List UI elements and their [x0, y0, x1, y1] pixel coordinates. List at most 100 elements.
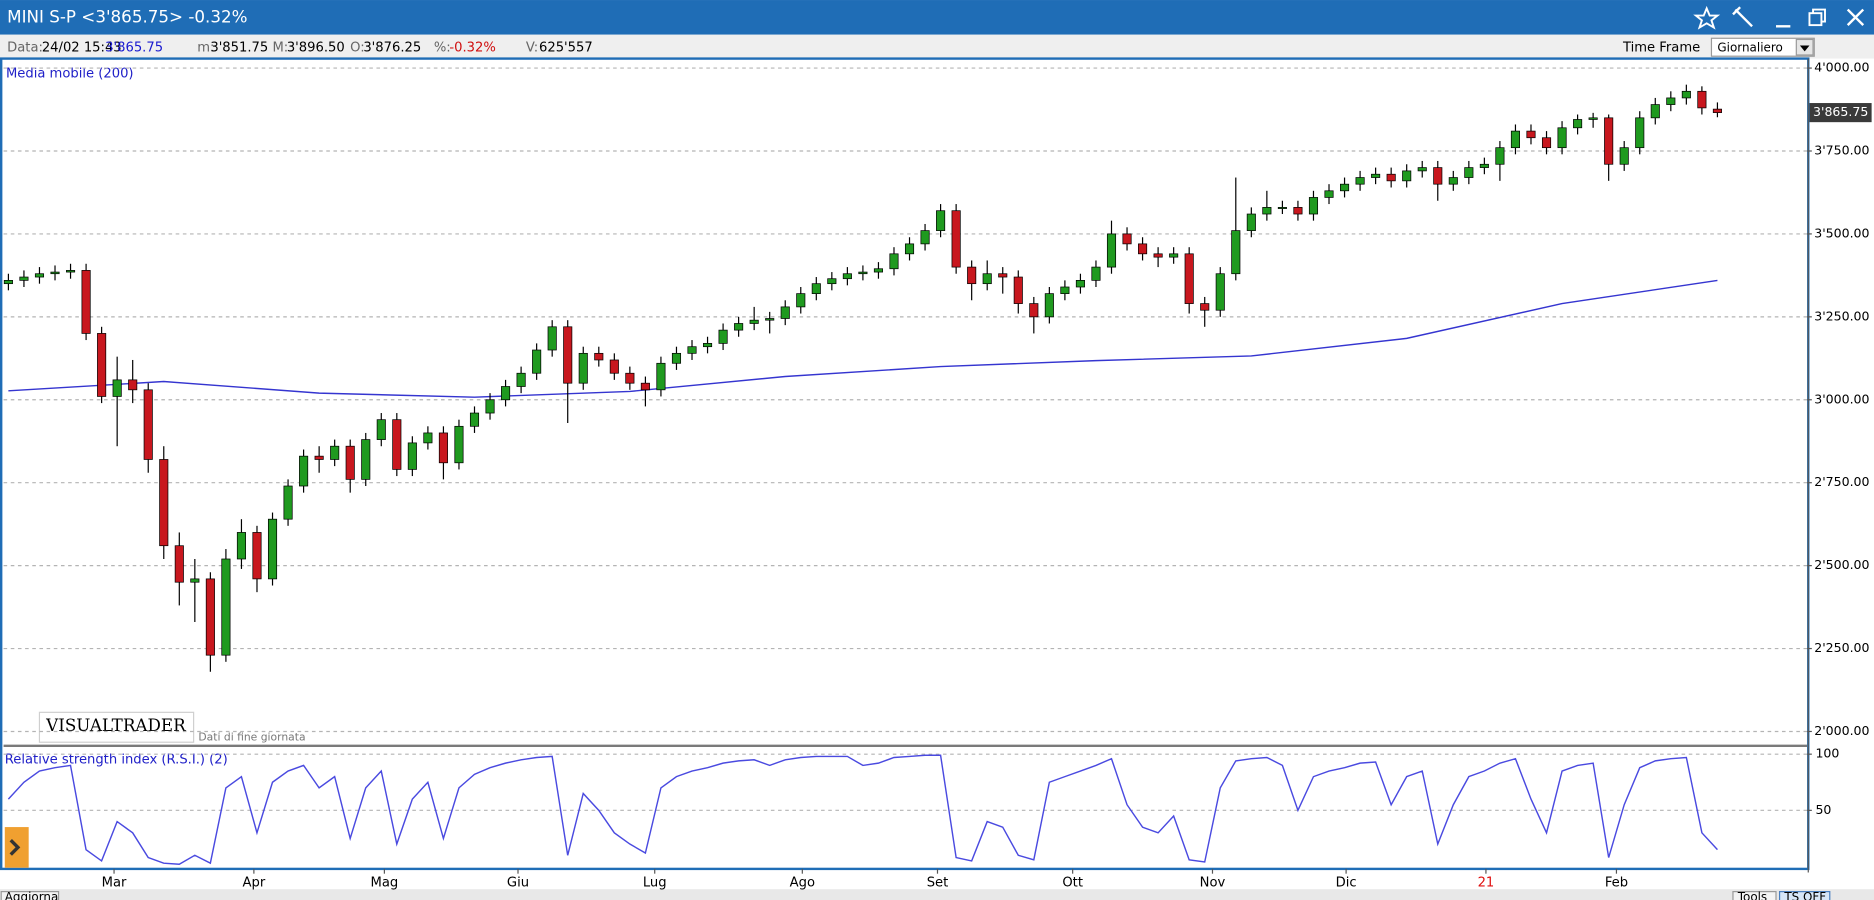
- restore-button[interactable]: [1808, 8, 1826, 27]
- rsi-line: [7, 754, 1718, 865]
- candle-body: [594, 352, 604, 361]
- y-tick-label: 3'750.00: [1814, 142, 1869, 157]
- candle-body: [1308, 197, 1319, 215]
- candle-body: [889, 253, 899, 270]
- candle-body: [765, 318, 775, 321]
- footer-bar: [0, 889, 1874, 900]
- candle-body: [1619, 147, 1629, 165]
- candle-body: [1029, 303, 1039, 318]
- candle-body: [454, 425, 464, 464]
- info-value: 625'557: [539, 40, 593, 55]
- candle-body: [252, 532, 262, 580]
- refresh-button[interactable]: [0, 891, 60, 900]
- candle-body: [749, 319, 759, 324]
- candle-body: [1557, 127, 1567, 149]
- rsi-tick-label: 100: [1815, 746, 1839, 761]
- candle-body: [1573, 119, 1583, 129]
- candle-body: [1091, 266, 1101, 281]
- candle-body: [982, 273, 992, 285]
- close-button[interactable]: [1846, 8, 1865, 26]
- candle-body: [1184, 253, 1194, 304]
- candle-body: [936, 210, 946, 231]
- candle-body: [392, 419, 402, 470]
- candle-body: [1433, 167, 1443, 185]
- tools-label: Tools: [1737, 890, 1767, 900]
- last-price-box: [1809, 103, 1872, 123]
- star-icon[interactable]: [1693, 5, 1721, 30]
- x-tick-label: Mag: [371, 876, 399, 891]
- candle-body: [967, 266, 977, 285]
- x-tick-label: Lug: [643, 876, 667, 891]
- candle-body: [143, 389, 153, 460]
- candle-body: [656, 362, 666, 391]
- candle-body: [19, 276, 29, 281]
- candle-body: [1402, 170, 1412, 182]
- candle-body: [66, 270, 76, 273]
- candle-body: [640, 382, 650, 391]
- candle-body: [236, 532, 246, 560]
- candle-body: [1106, 233, 1117, 268]
- candle-body: [221, 558, 231, 656]
- candle-body: [1122, 233, 1132, 245]
- candle-body: [50, 271, 60, 275]
- x-tick-label: 21: [1478, 876, 1495, 891]
- x-tick-label: Feb: [1605, 876, 1628, 891]
- candle-body: [1153, 253, 1163, 258]
- candle-body: [1495, 147, 1505, 165]
- candle-body: [951, 210, 961, 268]
- moving-average-line: [8, 279, 1718, 398]
- candle-body: [1386, 173, 1396, 182]
- candle-body: [1138, 243, 1148, 255]
- info-value: -0.32%: [449, 40, 495, 55]
- candle-body: [174, 545, 184, 583]
- candle-body: [1293, 207, 1303, 215]
- info-label: M:: [272, 40, 288, 55]
- candle-body: [625, 372, 635, 384]
- candle-body: [920, 230, 930, 245]
- y-tick-label: 3'000.00: [1814, 391, 1869, 406]
- candle-body: [1712, 108, 1722, 113]
- candle-body: [361, 439, 371, 480]
- candle-body: [1355, 177, 1365, 185]
- watermark-box: [38, 711, 195, 743]
- x-tick-label: Apr: [243, 876, 266, 891]
- candle-body: [1604, 117, 1614, 165]
- candle-body: [1324, 190, 1334, 198]
- candle-body: [1200, 303, 1210, 311]
- info-label: m:: [197, 40, 214, 55]
- candle-body: [1060, 286, 1070, 294]
- candle-body: [423, 432, 433, 444]
- candle-body: [532, 349, 542, 374]
- candle-body: [1044, 293, 1054, 318]
- ts-button[interactable]: [1778, 891, 1831, 900]
- candle-body: [267, 518, 278, 580]
- info-bar: [0, 34, 1874, 59]
- candle-body: [485, 399, 495, 414]
- candle-body: [827, 278, 837, 285]
- pin-icon[interactable]: [1732, 6, 1753, 28]
- candle-body: [858, 271, 868, 275]
- info-label: Data:: [7, 40, 43, 55]
- candle-body: [407, 442, 417, 470]
- candle-body: [1013, 276, 1023, 304]
- candle-body: [81, 270, 91, 334]
- tools-button[interactable]: [1732, 891, 1777, 900]
- candle-body: [842, 273, 852, 280]
- rsi-title: Relative strength index (R.S.I.) (2): [5, 753, 228, 768]
- candle-body: [1666, 97, 1676, 105]
- y-tick-label: 2'000.00: [1814, 723, 1869, 738]
- info-value: 3'865.75: [105, 40, 163, 55]
- dropdown-arrow: [1799, 45, 1810, 52]
- time-frame-dropdown[interactable]: [1710, 37, 1815, 57]
- rsi-tick-label: 50: [1815, 802, 1831, 817]
- candle-body: [1448, 177, 1458, 185]
- info-label: %:: [434, 40, 451, 55]
- candle-body: [3, 280, 13, 285]
- candle-body: [128, 379, 138, 391]
- candle-body: [1479, 163, 1489, 168]
- candle-body: [1510, 130, 1520, 149]
- candle-body: [314, 455, 324, 460]
- candle-body: [190, 578, 200, 583]
- candle-body: [563, 326, 573, 384]
- candle-body: [1075, 280, 1085, 288]
